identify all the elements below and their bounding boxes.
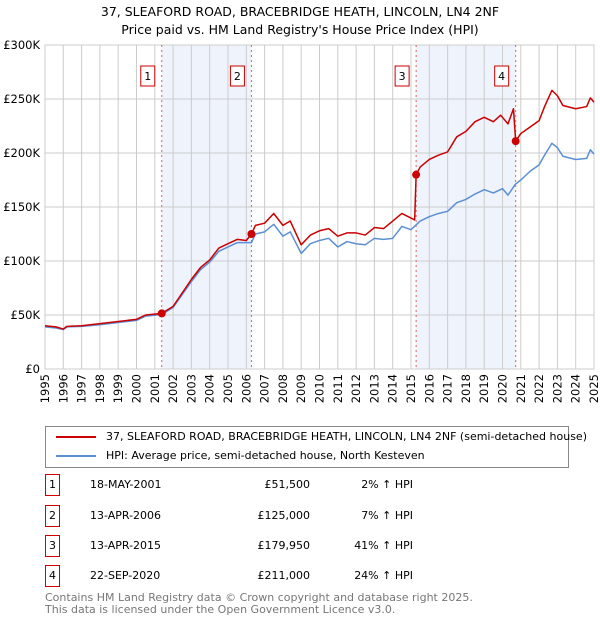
legend-item-property: 37, SLEAFORD ROAD, BRACEBRIDGE HEATH, LI… (56, 428, 587, 446)
x-tick-label: 2025 (587, 374, 600, 403)
x-tick-label: 2023 (550, 374, 564, 403)
sale-number: 1 (45, 474, 60, 496)
x-tick-label: 2019 (477, 374, 491, 403)
chart-title: 37, SLEAFORD ROAD, BRACEBRIDGE HEATH, LI… (0, 3, 600, 39)
sale-hpi: 24% ↑ HPI (354, 569, 413, 582)
subtitle: Price paid vs. HM Land Registry's House … (121, 22, 479, 37)
sale-row: 1 18-MAY-2001 £51,500 2% ↑ HPI (45, 474, 445, 496)
sale-label-box (494, 65, 510, 87)
sale-hpi: 7% ↑ HPI (361, 509, 413, 522)
x-tick-label: 2018 (459, 374, 473, 403)
x-tick-label: 2024 (569, 374, 583, 403)
x-tick-label: 2005 (221, 374, 235, 403)
x-tick-label: 1998 (93, 374, 107, 403)
legend-item-hpi: HPI: Average price, semi-detached house,… (56, 447, 425, 465)
sale-point (412, 170, 421, 179)
x-tick-label: 1999 (111, 374, 125, 403)
sale-row: 3 13-APR-2015 £179,950 41% ↑ HPI (45, 535, 445, 557)
x-tick-label: 2014 (386, 374, 400, 403)
footer-copyright: Contains HM Land Registry data © Crown c… (45, 591, 473, 604)
sale-number: 3 (45, 535, 60, 557)
x-tick-label: 2020 (496, 374, 510, 403)
sale-price: £179,950 (257, 539, 311, 552)
y-tick-label: £100K (3, 254, 40, 268)
x-tick-label: 2008 (276, 374, 290, 403)
y-tick-label: £250K (3, 92, 40, 106)
x-tick-label: 2002 (166, 374, 180, 403)
sale-point (511, 137, 520, 146)
x-tick-label: 2017 (441, 374, 455, 403)
sale-point (157, 309, 166, 318)
sale-row: 2 13-APR-2006 £125,000 7% ↑ HPI (45, 505, 445, 527)
sale-date: 13-APR-2015 (90, 539, 162, 552)
x-tick-label: 2009 (294, 374, 308, 403)
sale-label-box (229, 65, 245, 87)
footer-licence: This data is licensed under the Open Gov… (45, 603, 396, 616)
x-tick-label: 2021 (514, 374, 528, 403)
x-tick-label: 2012 (349, 374, 363, 403)
x-tick-label: 1996 (56, 374, 70, 403)
sale-point (247, 230, 256, 238)
y-tick-label: £150K (3, 200, 40, 214)
x-tick-label: 2022 (532, 374, 546, 403)
sale-price: £51,500 (264, 478, 311, 491)
x-tick-label: 2001 (148, 374, 162, 403)
legend-label: HPI: Average price, semi-detached house,… (106, 449, 425, 462)
sale-date: 13-APR-2006 (90, 509, 162, 522)
hpi-line (44, 142, 595, 331)
y-tick-label: £200K (3, 146, 40, 160)
sale-date: 22-SEP-2020 (90, 569, 161, 582)
sale-label: 4 (498, 70, 505, 83)
sale-label-box (394, 65, 410, 87)
x-tick-label: 2003 (184, 374, 198, 403)
sale-hpi: 41% ↑ HPI (354, 539, 413, 552)
sale-hpi: 2% ↑ HPI (361, 478, 413, 491)
legend-label: 37, SLEAFORD ROAD, BRACEBRIDGE HEATH, LI… (106, 430, 587, 443)
sale-label: 1 (144, 70, 151, 83)
x-tick-label: 2004 (203, 374, 217, 403)
sale-number: 4 (45, 565, 60, 587)
sale-row: 4 22-SEP-2020 £211,000 24% ↑ HPI (45, 565, 445, 587)
sale-date: 18-MAY-2001 (90, 478, 162, 491)
x-tick-label: 2011 (331, 374, 345, 403)
x-tick-label: 1997 (75, 374, 89, 403)
sale-number: 2 (45, 505, 60, 527)
sale-price: £211,000 (257, 569, 311, 582)
sale-price: £125,000 (257, 509, 311, 522)
x-tick-label: 2016 (422, 374, 436, 403)
x-tick-label: 1995 (38, 374, 52, 403)
x-tick-label: 2015 (404, 374, 418, 403)
x-tick-label: 2010 (313, 374, 327, 403)
legend-swatch (56, 455, 96, 457)
footer: Contains HM Land Registry data © Crown c… (45, 592, 473, 616)
x-tick-label: 2013 (367, 374, 381, 403)
x-tick-label: 2007 (258, 374, 272, 403)
y-tick-label: £50K (11, 308, 41, 322)
sale-label: 3 (399, 70, 406, 83)
y-tick-label: £0 (25, 362, 40, 376)
sale-label: 2 (234, 70, 241, 83)
plot-frame (44, 44, 595, 370)
title: 37, SLEAFORD ROAD, BRACEBRIDGE HEATH, LI… (100, 4, 500, 19)
sale-label-box (140, 65, 156, 87)
property-price-line (44, 89, 595, 330)
x-tick-label: 2006 (239, 374, 253, 403)
legend: 37, SLEAFORD ROAD, BRACEBRIDGE HEATH, LI… (45, 426, 587, 468)
legend-swatch (56, 436, 96, 438)
x-tick-label: 2000 (130, 374, 144, 403)
y-tick-label: £300K (3, 38, 40, 52)
chart-plot: 1995 1996 1997 1998 1999 2000 2001 2002 2003 2004… (3, 38, 600, 403)
